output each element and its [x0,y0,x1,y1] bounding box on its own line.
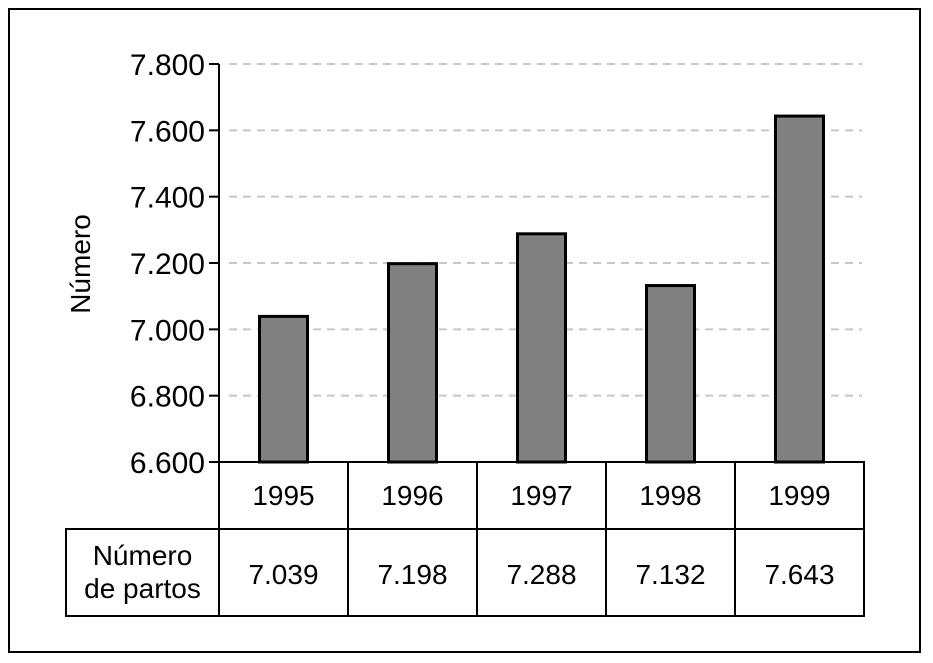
y-tick-label: 6.600 [130,447,205,480]
y-tick-label: 7.800 [130,49,205,82]
data-table: 1995 7.039 1996 7.198 1997 7.288 1998 7.132 1999… [65,461,865,617]
y-axis-label: Número [65,214,96,314]
x-tick-label: 1995 [252,480,314,511]
bar-1996 [387,262,438,464]
x-tick-label: 1999 [768,480,830,511]
y-tick-label: 7.600 [130,115,205,148]
y-tick-label: 6.800 [130,381,205,414]
row-label: de partos [84,573,201,604]
bar-1998 [645,284,696,464]
bar-1995 [258,314,309,464]
y-tick-label: 7.000 [130,314,205,347]
axes [209,63,220,463]
table-value-cell: 7.198 [377,559,447,590]
y-tick-label: 7.400 [130,182,205,215]
x-tick-label: 1997 [510,480,572,511]
y-tick-labels: 6.600 6.800 7.000 7.200 7.400 7.600 7.800 [130,49,205,480]
bars [258,114,825,464]
x-tick-label: 1996 [381,480,443,511]
table-value-cell: 7.039 [248,559,318,590]
table-value-cell: 7.132 [635,559,705,590]
bar-1997 [516,232,567,464]
table-value-cell: 7.643 [764,559,834,590]
y-tick-label: 7.200 [130,248,205,281]
gridlines [229,63,862,397]
bar-1999 [774,114,825,464]
table-value-cell: 7.288 [506,559,576,590]
x-tick-label: 1998 [639,480,701,511]
chart-frame [8,8,921,653]
row-label: Número [93,540,193,571]
